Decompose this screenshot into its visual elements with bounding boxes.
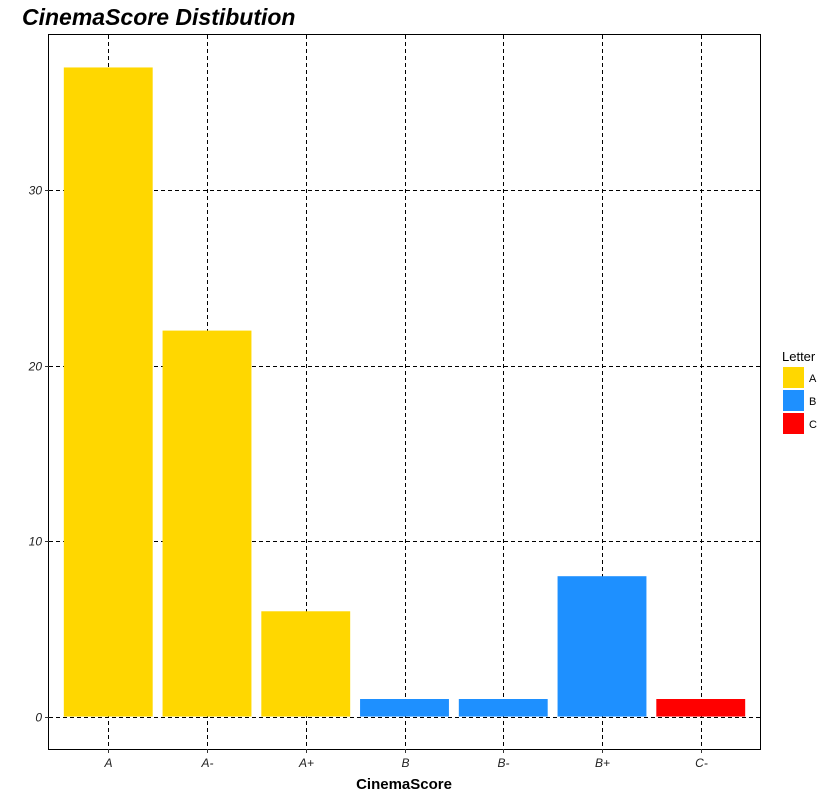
legend-entries: ABC xyxy=(783,367,817,434)
x-tick-label: B xyxy=(401,756,409,770)
x-tick-label: A xyxy=(103,756,112,770)
bar-a xyxy=(63,67,153,717)
x-tick-label: C- xyxy=(695,756,708,770)
legend-label-a: A xyxy=(809,373,817,385)
x-tick-label: A+ xyxy=(298,756,314,770)
bar-aplus xyxy=(261,611,351,717)
legend-label-b: B xyxy=(809,396,816,408)
legend-swatch-a xyxy=(783,367,804,388)
chart-title: CinemaScore Distibution xyxy=(22,4,295,30)
x-tick-label: B+ xyxy=(595,756,610,770)
x-tick-label: B- xyxy=(498,756,510,770)
bars xyxy=(63,67,746,717)
legend-label-c: C xyxy=(809,419,817,431)
legend-swatch-b xyxy=(783,390,804,411)
y-tick-label: 10 xyxy=(29,535,43,549)
bar-cminus xyxy=(656,699,746,717)
x-tick-label: A- xyxy=(201,756,214,770)
legend-title: Letter xyxy=(782,349,816,364)
legend: Letter ABC xyxy=(782,349,817,434)
y-tick-label: 0 xyxy=(35,711,42,725)
plot-panel xyxy=(48,34,761,750)
bar-b xyxy=(360,699,449,717)
bar-aminus xyxy=(162,330,252,717)
y-tick-label: 30 xyxy=(29,184,43,198)
x-axis-ticks: A A- A+ B B- B+ C- xyxy=(103,749,708,770)
bar-bplus xyxy=(557,576,647,717)
bar-bminus xyxy=(458,699,548,717)
y-tick-label: 20 xyxy=(28,360,43,374)
x-axis-title: CinemaScore xyxy=(356,776,452,793)
legend-swatch-c xyxy=(783,413,804,434)
y-axis-ticks: 0 10 20 30 xyxy=(28,184,49,725)
gridlines xyxy=(49,35,760,749)
